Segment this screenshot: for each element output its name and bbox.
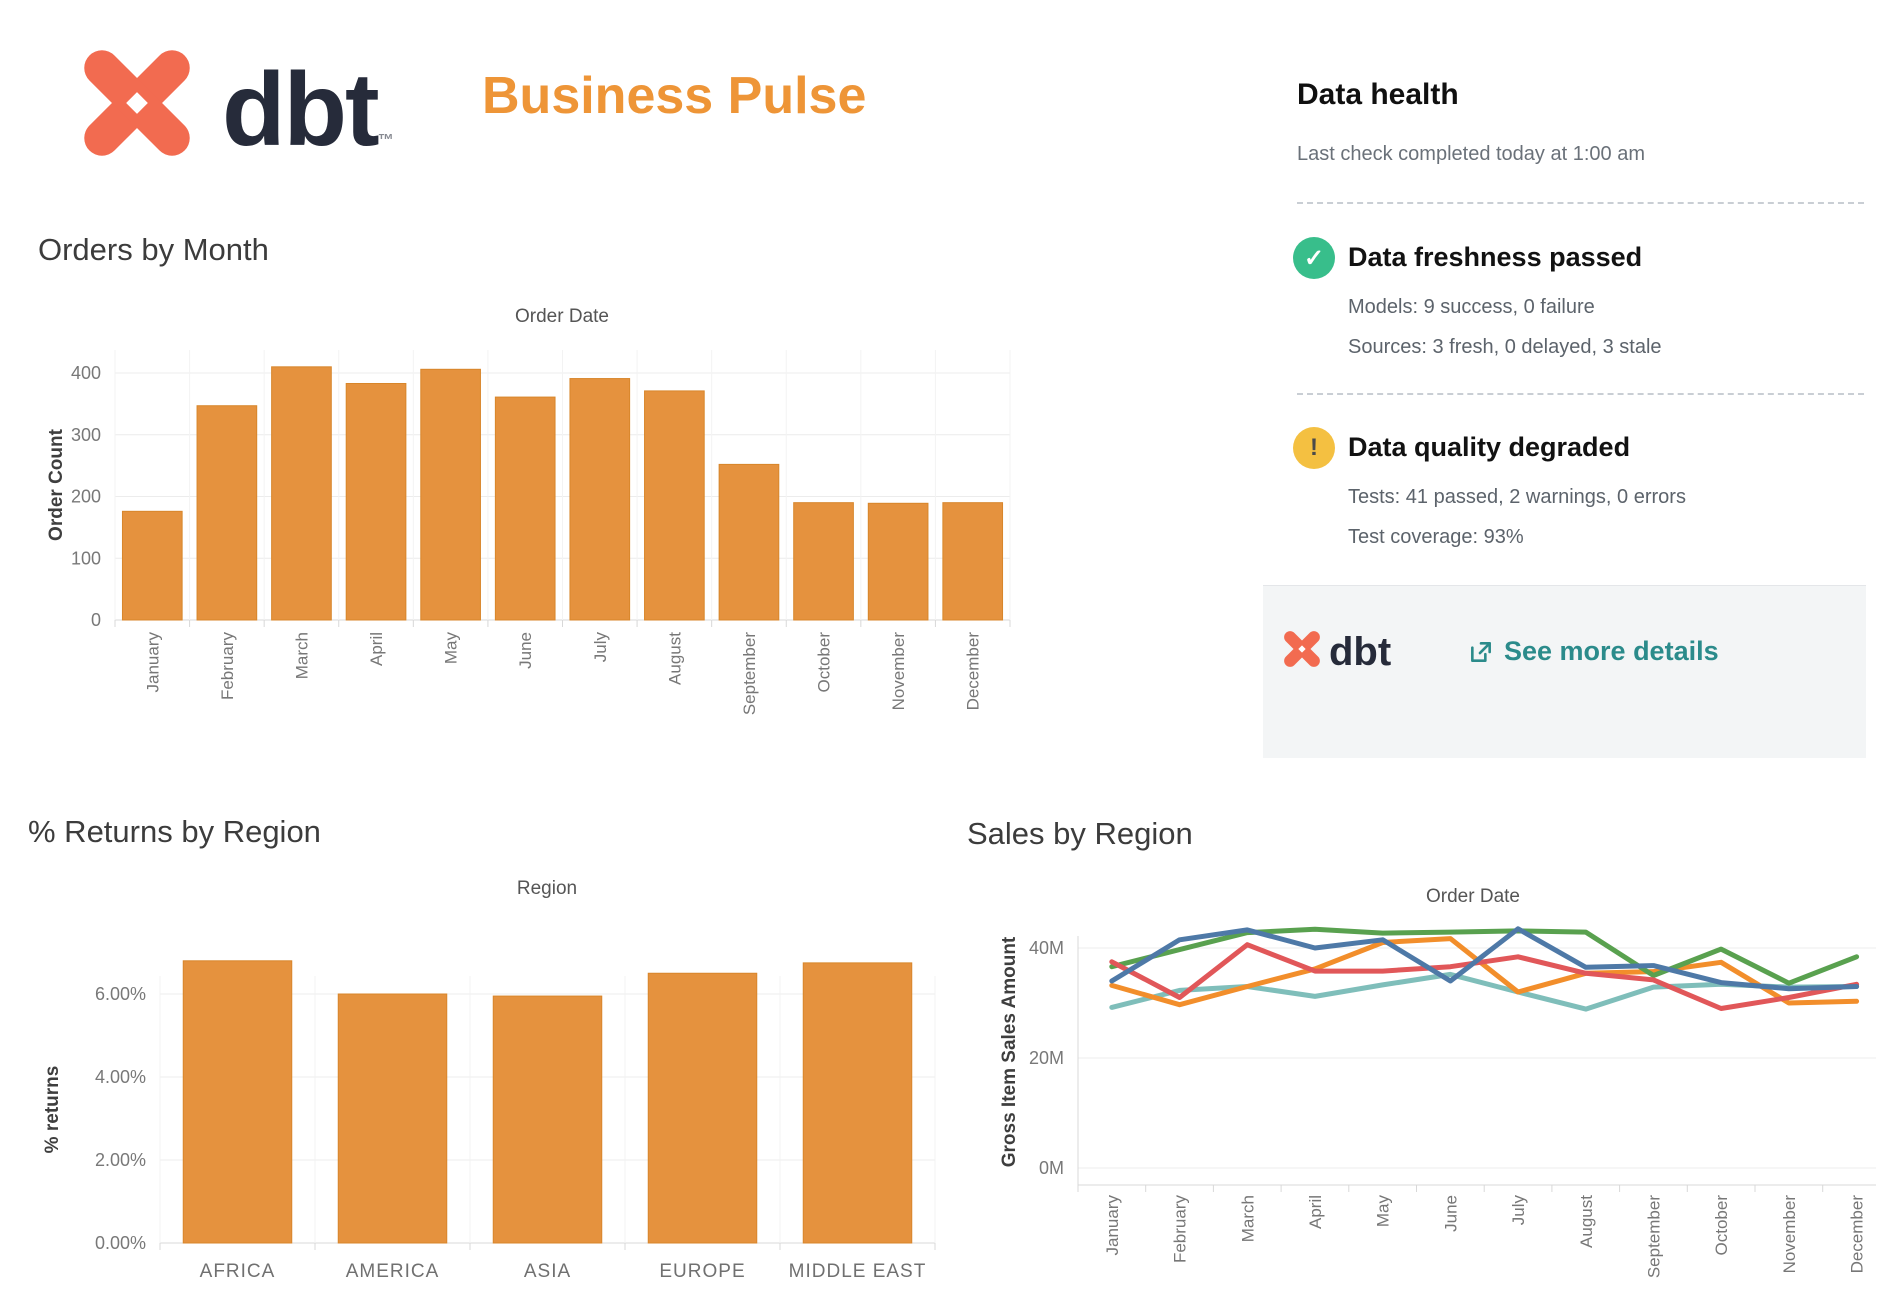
y-tick-label: 6.00%	[95, 984, 146, 1004]
bar-asia[interactable]	[492, 995, 603, 1244]
data-health-panel: Data health Last check completed today a…	[1263, 55, 1866, 760]
x-tick-label: MIDDLE EAST	[789, 1261, 927, 1282]
bar-july[interactable]	[569, 378, 631, 621]
tests-status-text: Tests: 41 passed, 2 warnings, 0 errors	[1348, 486, 1686, 508]
x-tick-label: October	[815, 632, 834, 693]
y-tick-label: 100	[71, 548, 101, 568]
x-tick-label: AFRICA	[200, 1261, 276, 1282]
data-health-title: Data health	[1297, 78, 1459, 111]
y-tick-label: 0M	[1039, 1158, 1064, 1178]
orders-by-month-chart: Order Date 0 100 200 300 400 Order Count Januar…	[46, 306, 1011, 715]
footer-dbt-wordmark: dbt	[1329, 630, 1392, 674]
y-tick-label: 200	[71, 487, 101, 507]
x-tick-label: September	[1644, 1195, 1663, 1278]
column-header: Order Date	[1426, 886, 1520, 907]
bar-europe[interactable]	[647, 972, 758, 1244]
bar-february[interactable]	[196, 405, 258, 621]
page-title: Business Pulse	[482, 67, 867, 125]
bar-september[interactable]	[718, 463, 780, 621]
x-tick-label: September	[740, 632, 759, 715]
check-icon: ✓	[1293, 237, 1335, 279]
see-more-details-label: See more details	[1504, 636, 1719, 666]
freshness-status-title: Data freshness passed	[1348, 242, 1643, 272]
line-series-orange[interactable]	[1109, 936, 1860, 1008]
divider	[1297, 393, 1864, 395]
divider	[1297, 202, 1864, 204]
warning-icon: !	[1293, 427, 1335, 469]
x-tick-label: July	[1509, 1195, 1528, 1226]
x-tick-label: January	[1103, 1195, 1122, 1256]
sales-by-region-chart: Order Date 0M 20M 40M Gross Item Sales Amoun…	[999, 886, 1876, 1278]
dbt-wordmark: dbt™	[222, 52, 394, 168]
x-tick-label: November	[889, 632, 908, 711]
x-tick-label: November	[1780, 1195, 1799, 1274]
dbt-logo	[78, 44, 196, 162]
y-tick-label: 0.00%	[95, 1233, 146, 1253]
bar-april[interactable]	[345, 382, 407, 621]
y-tick-label: 40M	[1029, 938, 1064, 958]
quality-status-title: Data quality degraded	[1348, 432, 1631, 462]
line-series-blue[interactable]	[1109, 926, 1860, 992]
x-tick-label: October	[1712, 1195, 1731, 1256]
data-health-footer: dbt See more details	[1263, 585, 1866, 758]
sources-status-text: Sources: 3 fresh, 0 delayed, 3 stale	[1348, 336, 1662, 358]
y-tick-label: 4.00%	[95, 1067, 146, 1087]
x-tick-label: June	[1441, 1195, 1460, 1232]
y-tick-label: 300	[71, 425, 101, 445]
models-status-text: Models: 9 success, 0 failure	[1348, 296, 1595, 318]
y-axis-label: Order Count	[46, 428, 67, 541]
bar-america[interactable]	[337, 993, 448, 1244]
bar-december[interactable]	[942, 502, 1004, 621]
chart-title-sales-by-region: Sales by Region	[967, 816, 1193, 851]
see-more-details-link[interactable]: See more details	[1468, 636, 1719, 667]
bar-middle-east[interactable]	[802, 962, 913, 1244]
trademark-symbol: ™	[377, 132, 394, 149]
bar-june[interactable]	[494, 396, 556, 621]
bar-august[interactable]	[644, 390, 705, 621]
bar-january[interactable]	[121, 510, 183, 621]
dbt-logo-small	[1282, 629, 1322, 669]
y-tick-label: 20M	[1029, 1048, 1064, 1068]
bar-may[interactable]	[420, 368, 481, 621]
x-tick-label: December	[1848, 1195, 1867, 1274]
x-tick-label: EUROPE	[659, 1261, 745, 1282]
coverage-status-text: Test coverage: 93%	[1348, 526, 1524, 548]
last-check-text: Last check completed today at 1:00 am	[1297, 143, 1645, 165]
x-tick-label: July	[591, 632, 610, 663]
bar-march[interactable]	[271, 366, 332, 621]
x-tick-label: April	[1306, 1195, 1325, 1229]
column-header: Region	[517, 878, 577, 899]
x-tick-label: August	[1577, 1195, 1596, 1248]
x-tick-label: January	[143, 632, 162, 693]
y-axis-label: % returns	[42, 1066, 63, 1154]
x-tick-label: June	[516, 632, 535, 669]
y-tick-label: 400	[71, 363, 101, 383]
x-tick-label: February	[1171, 1195, 1190, 1264]
chart-title-returns-by-region: % Returns by Region	[28, 814, 321, 849]
x-tick-label: May	[442, 632, 461, 665]
x-tick-label: March	[292, 632, 311, 679]
bar-october[interactable]	[793, 502, 854, 621]
bar-november[interactable]	[867, 502, 929, 621]
external-link-icon	[1468, 639, 1494, 665]
line-series-green[interactable]	[1109, 926, 1860, 986]
line-series-red[interactable]	[1109, 942, 1860, 1011]
x-tick-label: April	[367, 632, 386, 666]
returns-by-region-chart: Region 0.00% 2.00% 4.00% 6.00% % returns AFRIC…	[42, 878, 936, 1282]
dbt-logo-diamond	[126, 92, 148, 114]
x-tick-label: December	[964, 632, 983, 711]
y-axis-label: Gross Item Sales Amount	[999, 936, 1020, 1167]
y-tick-label: 0	[91, 610, 101, 630]
x-tick-label: March	[1238, 1195, 1257, 1242]
chart-title-orders-by-month: Orders by Month	[38, 232, 269, 267]
y-tick-label: 2.00%	[95, 1150, 146, 1170]
x-tick-label: August	[665, 632, 684, 685]
x-tick-label: AMERICA	[346, 1261, 440, 1282]
x-tick-label: May	[1374, 1195, 1393, 1228]
bar-africa[interactable]	[182, 960, 293, 1244]
x-tick-label: February	[218, 632, 237, 701]
x-tick-label: ASIA	[524, 1261, 571, 1282]
column-header: Order Date	[515, 306, 609, 327]
